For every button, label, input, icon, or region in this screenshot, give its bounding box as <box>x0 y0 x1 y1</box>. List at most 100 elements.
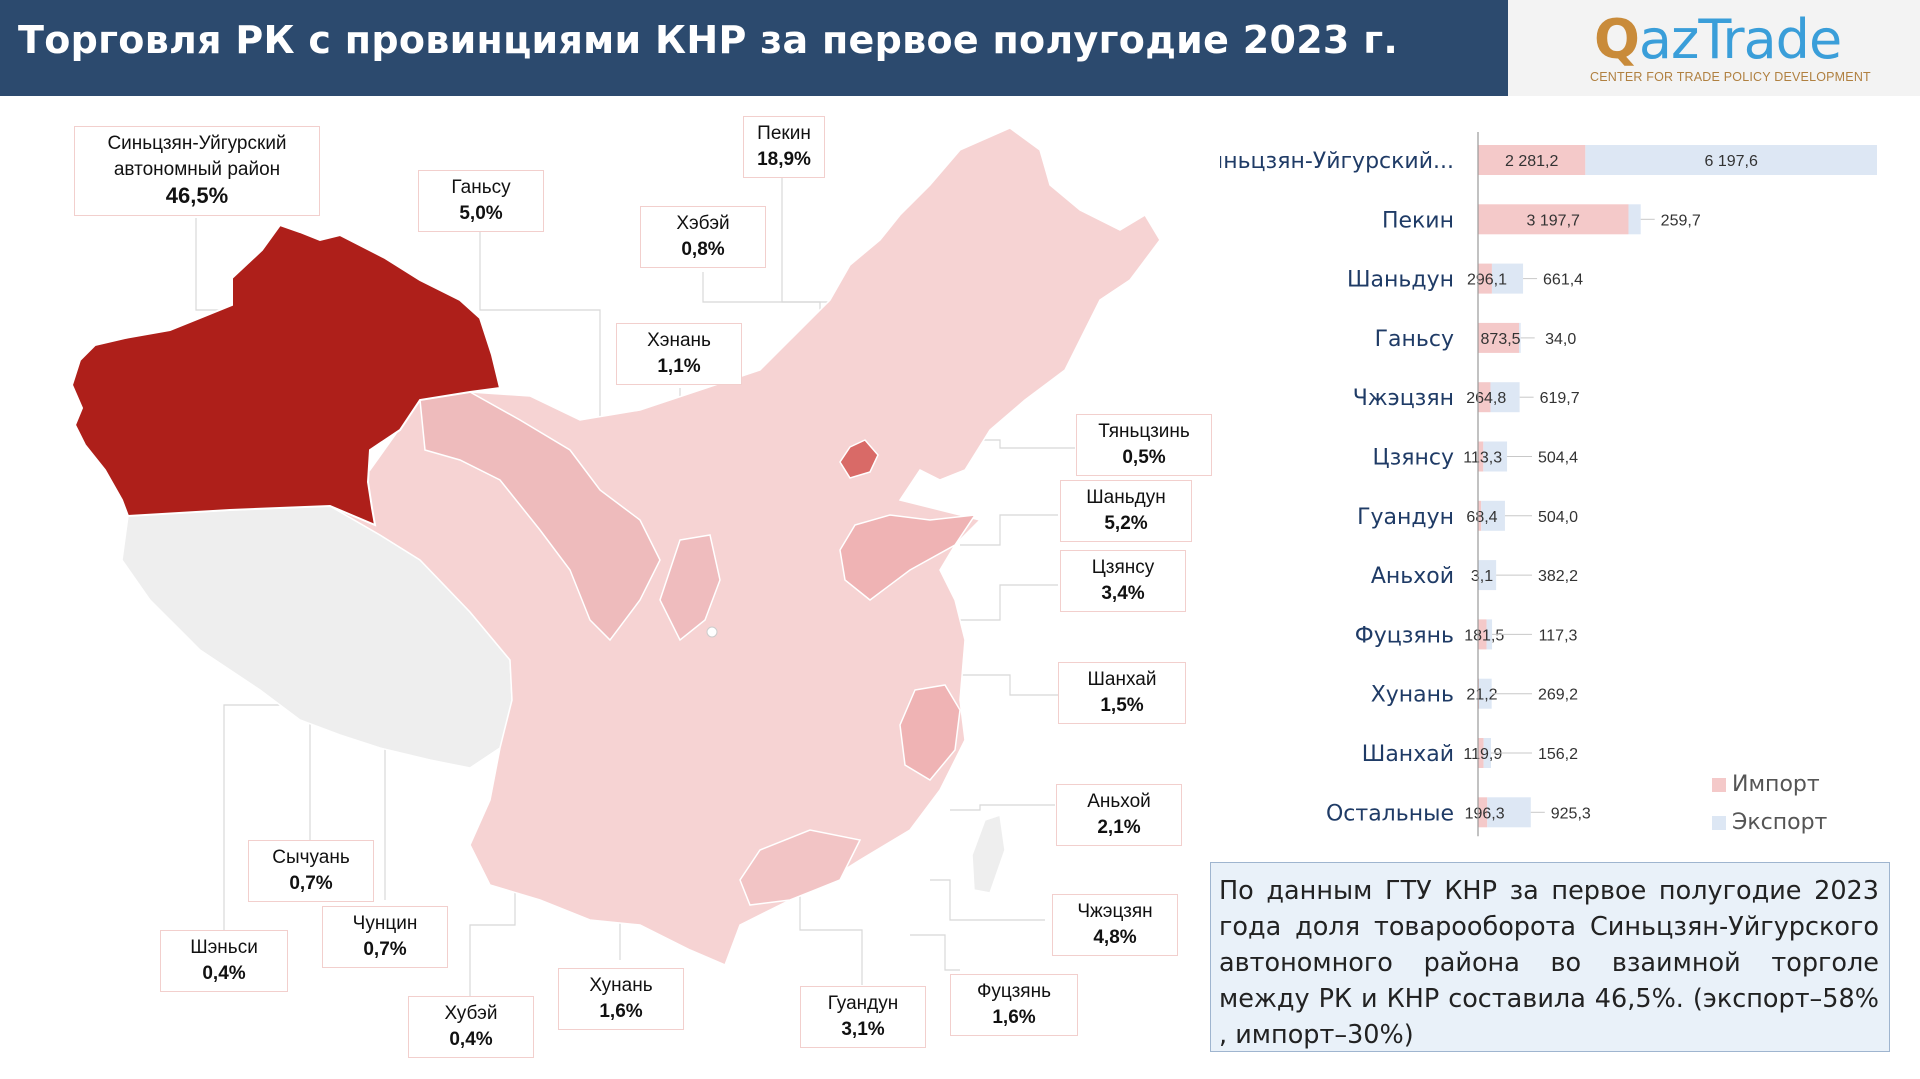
bar-export <box>1585 145 1878 175</box>
bar-import <box>1478 382 1491 413</box>
label-value: 0,4% <box>449 1029 493 1050</box>
label-sichuan: Сычуань 0,7% <box>248 840 374 902</box>
import-value-label: 68,4 <box>1466 509 1497 526</box>
bar-import <box>1478 204 1629 235</box>
import-value-label: 3,1 <box>1471 568 1493 585</box>
label-xinjiang: Синьцзян-Уйгурский автономный район 46,5… <box>74 126 320 216</box>
region-taiwan <box>971 814 1006 894</box>
label-value: 18,9% <box>757 149 811 170</box>
category-label: Пекин <box>1382 208 1454 233</box>
bar-import <box>1478 738 1484 768</box>
label-name: Хэнань <box>647 330 711 351</box>
summary-note: По данным ГТУ КНР за первое полугодие 20… <box>1210 862 1890 1052</box>
chart-svg: Синьцзян-Уйгурский... 2 281,2 6 197,6 Пекин… <box>1194 132 1878 837</box>
category-label: Гуандун <box>1357 505 1454 530</box>
bar-import <box>1478 797 1488 828</box>
label-value: 5,0% <box>459 203 503 224</box>
label-jiangsu: Цзянсу 3,4% <box>1060 550 1186 612</box>
label-zhejiang: Чжэцзян 4,8% <box>1052 894 1178 956</box>
label-value: 0,4% <box>202 963 246 984</box>
label-value: 1,6% <box>992 1007 1036 1028</box>
bar-import <box>1478 500 1482 531</box>
label-value: 46,5% <box>165 183 229 208</box>
import-value-label: 181,5 <box>1464 627 1504 644</box>
bar-export <box>1519 322 1521 353</box>
export-value-label: 925,3 <box>1551 805 1591 822</box>
qaztrade-logo: QazTrade CENTER FOR TRADE POLICY DEVELOP… <box>1508 0 1920 96</box>
label-name: Шанхай <box>1087 669 1157 690</box>
category-label: Синьцзян-Уйгурский... <box>1220 149 1454 174</box>
label-name: Цзянсу <box>1091 557 1155 578</box>
legend-swatch <box>1712 816 1726 830</box>
label-name: Чунцин <box>352 913 418 934</box>
label-shanghai: Шанхай 1,5% <box>1058 662 1186 724</box>
label-value: 4,8% <box>1093 927 1137 948</box>
label-hebei: Хэбэй 0,8% <box>640 206 766 268</box>
label-gansu: Ганьсу 5,0% <box>418 170 544 232</box>
import-value-label: 119,9 <box>1463 746 1502 763</box>
page-title: Торговля РК с провинциями КНР за первое … <box>18 18 1399 62</box>
region-xinjiang <box>70 223 502 527</box>
region-china-mainland <box>328 127 1161 966</box>
label-name: Ганьсу <box>451 177 511 198</box>
export-value-label: 156,2 <box>1538 746 1578 763</box>
export-value-label: 34,0 <box>1545 331 1576 348</box>
bar-export <box>1490 382 1520 413</box>
label-value: 1,1% <box>657 356 701 377</box>
import-value-label: 3 197,7 <box>1527 212 1580 229</box>
label-value: 1,5% <box>1100 695 1144 716</box>
region-gansu <box>419 391 661 642</box>
bar-export <box>1628 204 1641 235</box>
label-name: Сычуань <box>272 847 350 868</box>
bar-export <box>1478 678 1492 709</box>
label-hunan: Хунань 1,6% <box>558 968 684 1030</box>
label-value: 0,7% <box>363 939 407 960</box>
bar-import <box>1478 322 1520 353</box>
export-value-label: 117,3 <box>1539 627 1578 644</box>
label-chongqing: Чунцин 0,7% <box>322 906 448 968</box>
import-value-label: 873,5 <box>1481 331 1521 348</box>
import-value-label: 296,1 <box>1467 272 1507 289</box>
label-henan: Хэнань 1,1% <box>616 323 742 385</box>
trade-bar-chart: Синьцзян-Уйгурский... 2 281,2 6 197,6 Пекин… <box>1194 120 1920 860</box>
label-name: Хэбэй <box>676 213 730 234</box>
export-value-label: 259,7 <box>1661 212 1701 229</box>
region-zhejiang <box>899 684 961 781</box>
bar-import <box>1478 263 1492 294</box>
label-name: Хунань <box>589 975 653 996</box>
legend-label: Экспорт <box>1732 810 1828 835</box>
label-tianjin: Тяньцзинь 0,5% <box>1076 414 1212 476</box>
category-label: Фуцзянь <box>1355 623 1454 648</box>
bar-export <box>1487 797 1531 828</box>
import-value-label: 264,8 <box>1466 390 1506 407</box>
label-name: Шэньси <box>190 937 258 958</box>
category-label: Аньхой <box>1371 564 1454 589</box>
label-hubei: Хубэй 0,4% <box>408 996 534 1058</box>
label-guangdong: Гуандун 3,1% <box>800 986 926 1048</box>
logo-subtitle: CENTER FOR TRADE POLICY DEVELOPMENT <box>1590 70 1871 84</box>
import-value-label: 2 281,2 <box>1505 153 1558 170</box>
bar-export <box>1483 441 1508 472</box>
legend-swatch <box>1712 778 1726 792</box>
label-name: Тяньцзинь <box>1098 421 1190 442</box>
label-name: Гуандун <box>827 993 899 1014</box>
bar-import <box>1478 619 1487 650</box>
bar-export <box>1491 263 1524 294</box>
label-value: 1,6% <box>599 1001 643 1022</box>
export-value-label: 504,4 <box>1538 450 1578 467</box>
region-guangdong <box>739 829 862 906</box>
label-name: Пекин <box>757 123 811 144</box>
bar-export <box>1486 619 1493 650</box>
import-value-label: 21,2 <box>1466 687 1497 704</box>
label-beijing: Пекин 18,9% <box>743 116 825 178</box>
label-name: Синьцзян-Уйгурский автономный район <box>107 133 287 180</box>
map-svg <box>70 127 1161 1000</box>
label-value: 0,7% <box>289 873 333 894</box>
export-value-label: 382,2 <box>1538 568 1578 585</box>
logo-wordmark: QazTrade <box>1594 10 1842 70</box>
region-beijing <box>839 439 879 479</box>
region-shaanxi <box>659 534 721 642</box>
category-label: Шанхай <box>1362 742 1454 767</box>
category-label: Чжэцзян <box>1353 386 1454 411</box>
label-name: Хубэй <box>444 1003 498 1024</box>
